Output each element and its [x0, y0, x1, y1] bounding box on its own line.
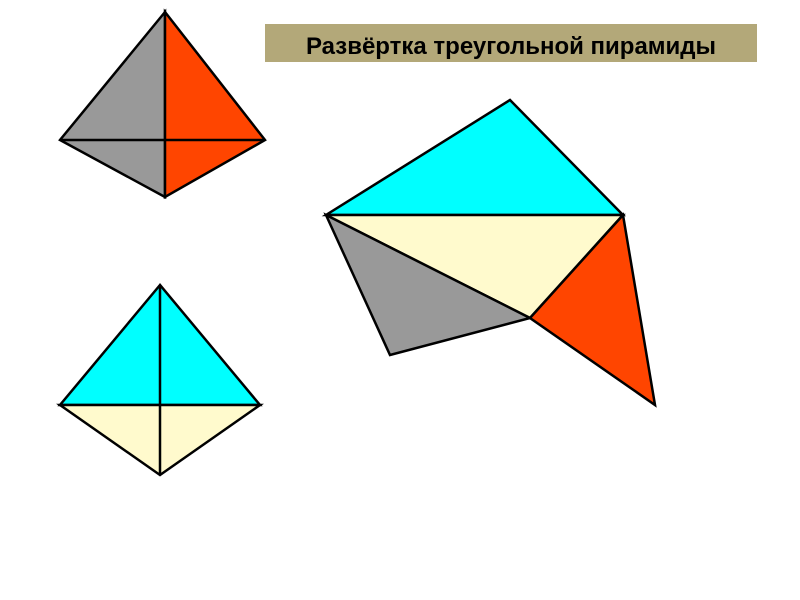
pyramid1-face-0	[60, 12, 165, 197]
page-title: Развёртка треугольной пирамиды	[265, 24, 757, 62]
diagram-canvas	[0, 0, 800, 600]
net-face-0	[326, 100, 623, 215]
pyramid1-face-1	[165, 12, 265, 197]
